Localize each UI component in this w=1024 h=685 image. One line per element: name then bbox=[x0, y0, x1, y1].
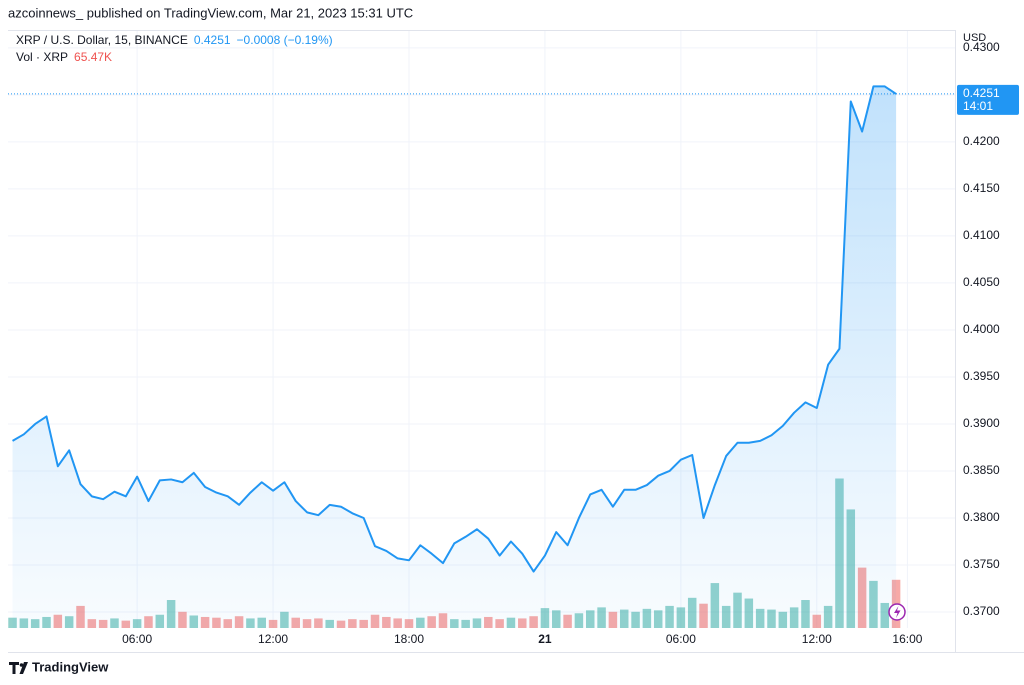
legend-volume: Vol · XRP 65.47K bbox=[16, 50, 112, 64]
x-tick-label: 16:00 bbox=[892, 632, 922, 646]
y-tick-label: 0.3750 bbox=[963, 557, 1000, 571]
y-tick-label: 0.4000 bbox=[963, 322, 1000, 336]
y-tick-label: 0.4300 bbox=[963, 40, 1000, 54]
legend-change: −0.0008 (−0.19%) bbox=[237, 33, 333, 47]
last-price-label: 0.4251 bbox=[963, 86, 1000, 100]
price-area bbox=[12, 86, 897, 629]
legend-volume-value: 65.47K bbox=[74, 50, 112, 64]
x-tick-label: 21 bbox=[538, 632, 552, 646]
x-tick-label: 12:00 bbox=[258, 632, 288, 646]
x-tick-label: 06:00 bbox=[666, 632, 696, 646]
y-tick-label: 0.3700 bbox=[963, 604, 1000, 618]
x-tick-label: 06:00 bbox=[122, 632, 152, 646]
replay-icon bbox=[888, 603, 906, 621]
legend-symbol: XRP / U.S. Dollar, 15, BINANCE bbox=[16, 33, 188, 47]
brand: TradingView bbox=[32, 659, 109, 674]
y-tick-label: 0.4200 bbox=[963, 134, 1000, 148]
y-tick-label: 0.3900 bbox=[963, 416, 1000, 430]
last-price-box bbox=[957, 84, 1019, 115]
legend: XRP / U.S. Dollar, 15, BINANCE 0.4251 −0.0… bbox=[16, 33, 333, 47]
y-tick-label: 0.3800 bbox=[963, 510, 1000, 524]
countdown-label: 14:01 bbox=[963, 99, 993, 113]
price-plot bbox=[8, 85, 955, 629]
y-tick-label: 0.3850 bbox=[963, 463, 1000, 477]
axis-unit: USD bbox=[963, 32, 986, 44]
x-tick-label: 12:00 bbox=[802, 632, 832, 646]
axes: 0.3700 0.3750 0.3800 0.3850 0.3900 0.3950 0.40… bbox=[122, 40, 1019, 646]
y-tick-label: 0.4100 bbox=[963, 228, 1000, 242]
price-line bbox=[12, 85, 897, 573]
y-tick-label: 0.4050 bbox=[963, 275, 1000, 289]
legend-price: 0.4251 bbox=[194, 33, 231, 47]
x-tick-label: 18:00 bbox=[394, 632, 424, 646]
y-tick-label: 0.4150 bbox=[963, 181, 1000, 195]
y-tick-label: 0.3950 bbox=[963, 369, 1000, 383]
header-text: azcoinnews_ published on TradingView.com… bbox=[8, 5, 413, 20]
legend-volume-name: Vol · XRP bbox=[16, 50, 68, 64]
brand-logo bbox=[9, 662, 28, 674]
